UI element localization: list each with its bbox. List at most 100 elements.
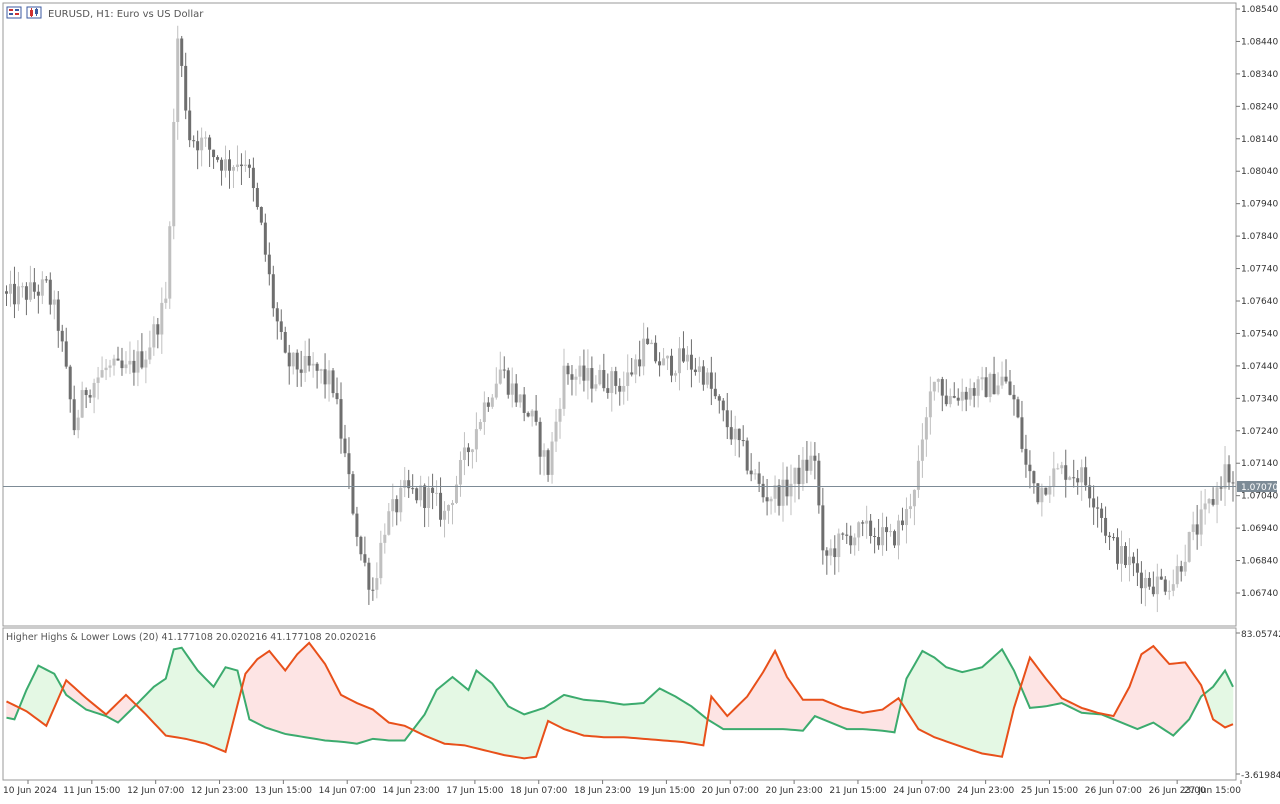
candle-body [120,360,124,369]
candle-body [833,548,837,558]
lower-lows-fill [957,670,963,748]
lower-lows-fill [942,663,947,742]
candle-body [1183,561,1187,572]
lower-lows-fill [201,673,206,745]
candle-body [980,377,984,380]
candle-body [590,368,594,389]
higher-highs-fill [1184,661,1190,725]
higher-highs-fill [778,659,784,730]
candles-icon[interactable] [26,6,42,19]
candle-body [518,394,522,403]
price-tick-label: 1.06740 [1241,589,1278,599]
candle-body [928,391,932,418]
grid-icon[interactable] [6,6,22,19]
candle-body [116,358,120,361]
time-tick-label: 17 Jun 15:00 [446,786,503,796]
higher-highs-fill [261,653,266,728]
candle-body [208,137,212,150]
price-axis[interactable]: 1.08540 1.08440 1.08340 1.08240 1.08140 1.080… [1236,5,1278,599]
candle-body [956,397,960,401]
time-tick-label: 26 Jun 23:00 [1149,786,1206,796]
candle-body [681,348,685,362]
candle-body [897,520,900,546]
higher-highs-fill [890,700,895,733]
lower-lows-fill [659,687,664,741]
candle-body [192,140,196,142]
time-axis[interactable]: 10 Jun 2024 11 Jun 15:00 12 Jun 07:00 12 Ju… [3,780,1242,796]
higher-highs-fill [372,708,378,740]
lower-lows-fill [193,663,198,743]
higher-highs-fill [352,700,358,745]
price-tick-label: 1.06840 [1241,557,1278,567]
candle-body [383,534,387,543]
candle-body [582,365,586,381]
candle-body [729,427,733,440]
time-tick-label: 19 Jun 15:00 [638,786,695,796]
lower-lows-fill [185,652,190,741]
candle-body [658,361,662,366]
higher-highs-fill [878,709,883,732]
candle-body [343,438,347,454]
candle-body [566,365,570,375]
candle-body [486,402,490,407]
higher-highs-fill [356,702,362,745]
candle-body [1012,394,1016,400]
candle-body [124,364,128,369]
higher-highs-fill [324,663,330,742]
candle-body [618,385,622,392]
candle-body [1215,487,1219,505]
candle-body [869,520,873,537]
candle-body [598,370,602,385]
candle-body [1076,478,1080,483]
candle-body [231,166,235,171]
candle-body [610,371,614,393]
candle-body [996,385,1000,395]
higher-highs-fill [870,710,875,731]
candle-body [606,388,610,393]
candle-body [916,460,920,490]
candle-body [88,395,92,398]
candle-body [558,408,562,422]
higher-highs-fill [284,664,290,735]
higher-highs-fill [1033,661,1039,708]
candle-body [538,421,542,457]
candle-body [893,531,897,546]
candle-body [733,428,737,440]
candle-body [634,359,638,375]
lower-lows-fill [635,703,640,739]
candle-body [713,388,717,397]
candle-body [972,388,976,396]
higher-highs-fill [388,722,394,741]
candle-body [1207,499,1211,504]
candle-body [371,589,375,591]
higher-highs-fill [328,671,334,742]
candle-body [809,455,813,471]
candle-body [243,164,247,167]
candle-body [1104,517,1108,536]
higher-highs-fill [348,698,354,744]
candle-body [494,383,498,398]
candle-body [32,282,36,292]
candle-body [1004,376,1008,382]
candle-body [689,354,693,370]
candle-body [642,338,646,367]
higher-highs-fill [766,656,772,730]
candle-body [1195,524,1199,535]
candle-body [451,502,454,506]
lower-lows-fill [157,680,163,733]
higher-highs-fill [273,655,278,732]
candle-body [526,412,530,417]
candle-body [96,377,100,383]
main-chart-panel[interactable] [2,2,1237,627]
lower-lows-fill [977,666,983,754]
lower-lows-fill [615,703,621,738]
lower-lows-fill [476,669,481,750]
candle-body [1060,465,1064,469]
candle-body [411,488,415,490]
candle-body [462,447,466,460]
lower-lows-fill [675,695,680,743]
candle-body [1143,577,1147,589]
candle-body [674,373,677,376]
candle-body [777,485,781,506]
